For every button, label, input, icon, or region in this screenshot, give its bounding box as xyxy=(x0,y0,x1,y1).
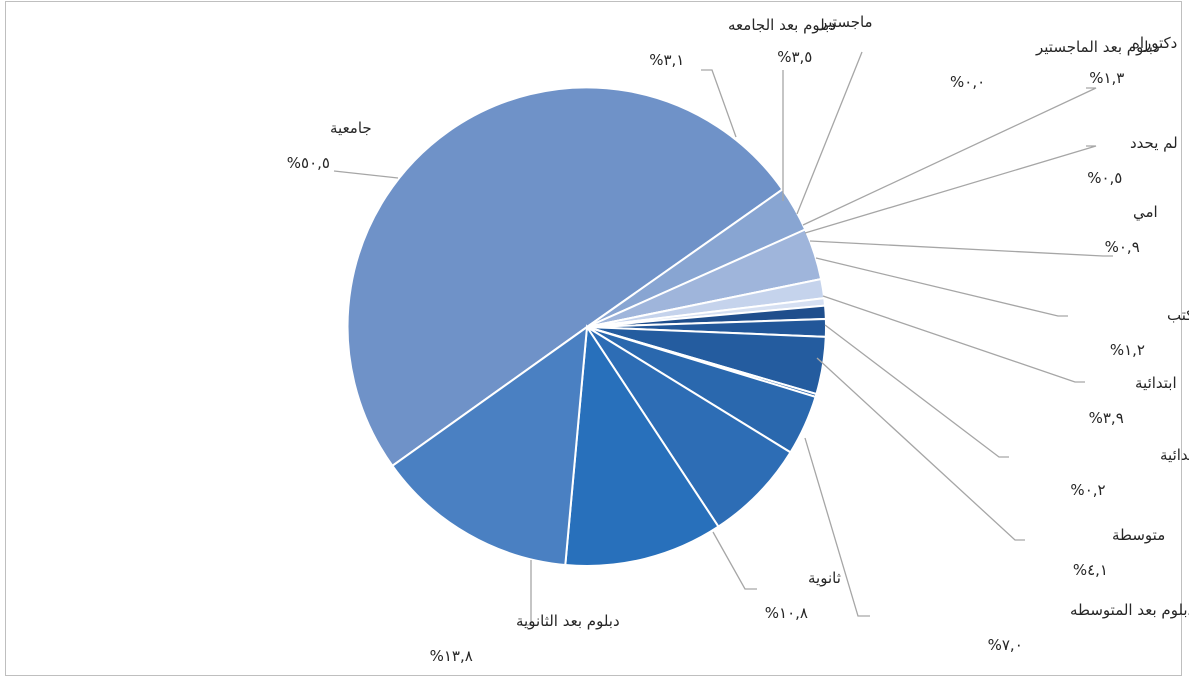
leader-line xyxy=(712,531,757,590)
slice-labels: جامعية%٥٠,٥ دبلوم بعد الجامعه %٣,١ ماجستير%… xyxy=(287,13,1189,665)
pie-slice xyxy=(391,324,589,567)
slice-name-label: دبلوم بعد المتوسطه xyxy=(1070,601,1189,619)
leader-line xyxy=(701,69,737,138)
slice-name-label: ابتدائية xyxy=(1135,374,1177,392)
slice-value-label: %٣,٥ xyxy=(777,48,812,66)
slice-value-label: %٥٠,٥ xyxy=(287,154,330,172)
leader-line xyxy=(824,324,1009,458)
slice-name-label: دبلوم بعد الابتدائية xyxy=(1160,446,1189,464)
slice-name-label: متوسطة xyxy=(1112,526,1165,544)
slice-value-label: %٣,١ xyxy=(649,51,684,69)
leader-line xyxy=(796,51,863,215)
pie-slice xyxy=(346,86,784,468)
slice-name-label: يقرأ و يكتب xyxy=(1167,305,1189,324)
slice-name-label: دكتوراه xyxy=(1132,34,1177,52)
slice-value-label: %٠,٩ xyxy=(1105,238,1140,256)
slice-name-label: جامعية xyxy=(330,119,372,137)
leader-line xyxy=(333,170,399,179)
slice-value-label: %٠,٥ xyxy=(1087,169,1122,187)
pie-slice xyxy=(586,326,792,529)
pie-slices xyxy=(346,86,827,567)
slice-value-label: %٠,٢ xyxy=(1070,481,1105,499)
pie-slice xyxy=(564,324,720,567)
leader-line xyxy=(804,437,870,617)
leader-line xyxy=(520,560,532,626)
leader-line xyxy=(822,295,1085,383)
slice-name-label: لم يحدد xyxy=(1130,134,1178,152)
leader-line xyxy=(802,87,1097,226)
slice-name-label: ثانوية xyxy=(808,569,841,587)
slice-value-label: %٣,٩ xyxy=(1089,409,1124,427)
slice-value-label: %١,٣ xyxy=(1089,69,1124,87)
slice-name-label: امي xyxy=(1133,203,1158,222)
leader-line xyxy=(815,257,1068,317)
slice-name-label: دبلوم بعد الماجستير xyxy=(1035,38,1160,56)
slice-value-label: %٠,٠ xyxy=(950,73,985,91)
slice-name-label: ماجستير xyxy=(819,13,873,31)
slice-name-label: دبلوم بعد الثانوية xyxy=(516,612,620,630)
leader-line xyxy=(804,145,1097,234)
slice-value-label: %٤,١ xyxy=(1073,561,1108,579)
slice-name-label: دبلوم بعد الجامعه xyxy=(728,16,836,34)
leader-lines xyxy=(333,51,1113,626)
leader-line xyxy=(816,357,1025,541)
slice-value-label: %٧,٠ xyxy=(988,636,1023,654)
slice-value-label: %١٣,٨ xyxy=(430,647,473,665)
slice-value-label: %١٠,٨ xyxy=(765,604,808,622)
slice-value-label: %١,٢ xyxy=(1110,341,1145,359)
leader-line xyxy=(809,240,1113,257)
